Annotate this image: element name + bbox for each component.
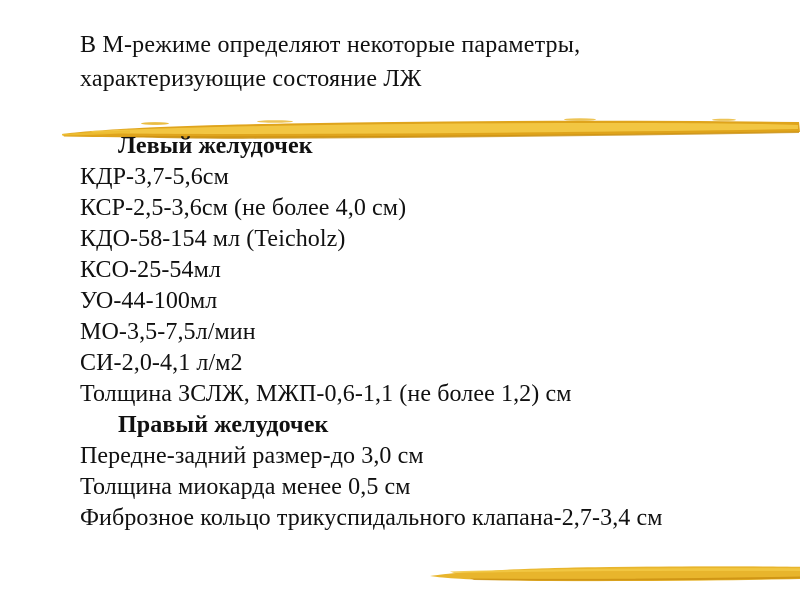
parameter-line-tricuspid-ring: Фиброзное кольцо трикуспидального клапан… — [80, 505, 663, 531]
parameter-line-kdr: КДР-3,7-5,6см — [80, 164, 229, 190]
gold-brush-stroke-divider — [62, 118, 800, 139]
parameter-line-ap-size: Передне-задний размер-до 3,0 см — [80, 443, 424, 469]
section-heading-left-ventricle: Левый желудочек — [118, 133, 313, 159]
gold-bottom-accent-bar — [430, 566, 800, 582]
parameter-line-wall-thickness: Толщина ЗСЛЖ, МЖП-0,6-1,1 (не более 1,2)… — [80, 381, 572, 407]
parameter-line-ksr: КСР-2,5-3,6см (не более 4,0 см) — [80, 195, 407, 221]
section-heading-right-ventricle: Правый желудочек — [118, 412, 329, 438]
parameter-line-kso: КСО-25-54мл — [80, 257, 221, 283]
parameter-line-mo: МО-3,5-7,5л/мин — [80, 319, 256, 345]
parameter-line-myocardium-thickness: Толщина миокарда менее 0,5 см — [80, 474, 411, 500]
parameter-line-kdo: КДО-58-154 мл (Teicholz) — [80, 226, 346, 252]
slide-body: Левый желудочек КДР-3,7-5,6см КСР-2,5-3,… — [80, 131, 760, 534]
parameter-line-uo: УО-44-100мл — [80, 288, 218, 314]
parameter-line-si: СИ-2,0-4,1 л/м2 — [80, 350, 243, 376]
slide-title: В М-режиме определяют некоторые параметр… — [80, 32, 581, 92]
